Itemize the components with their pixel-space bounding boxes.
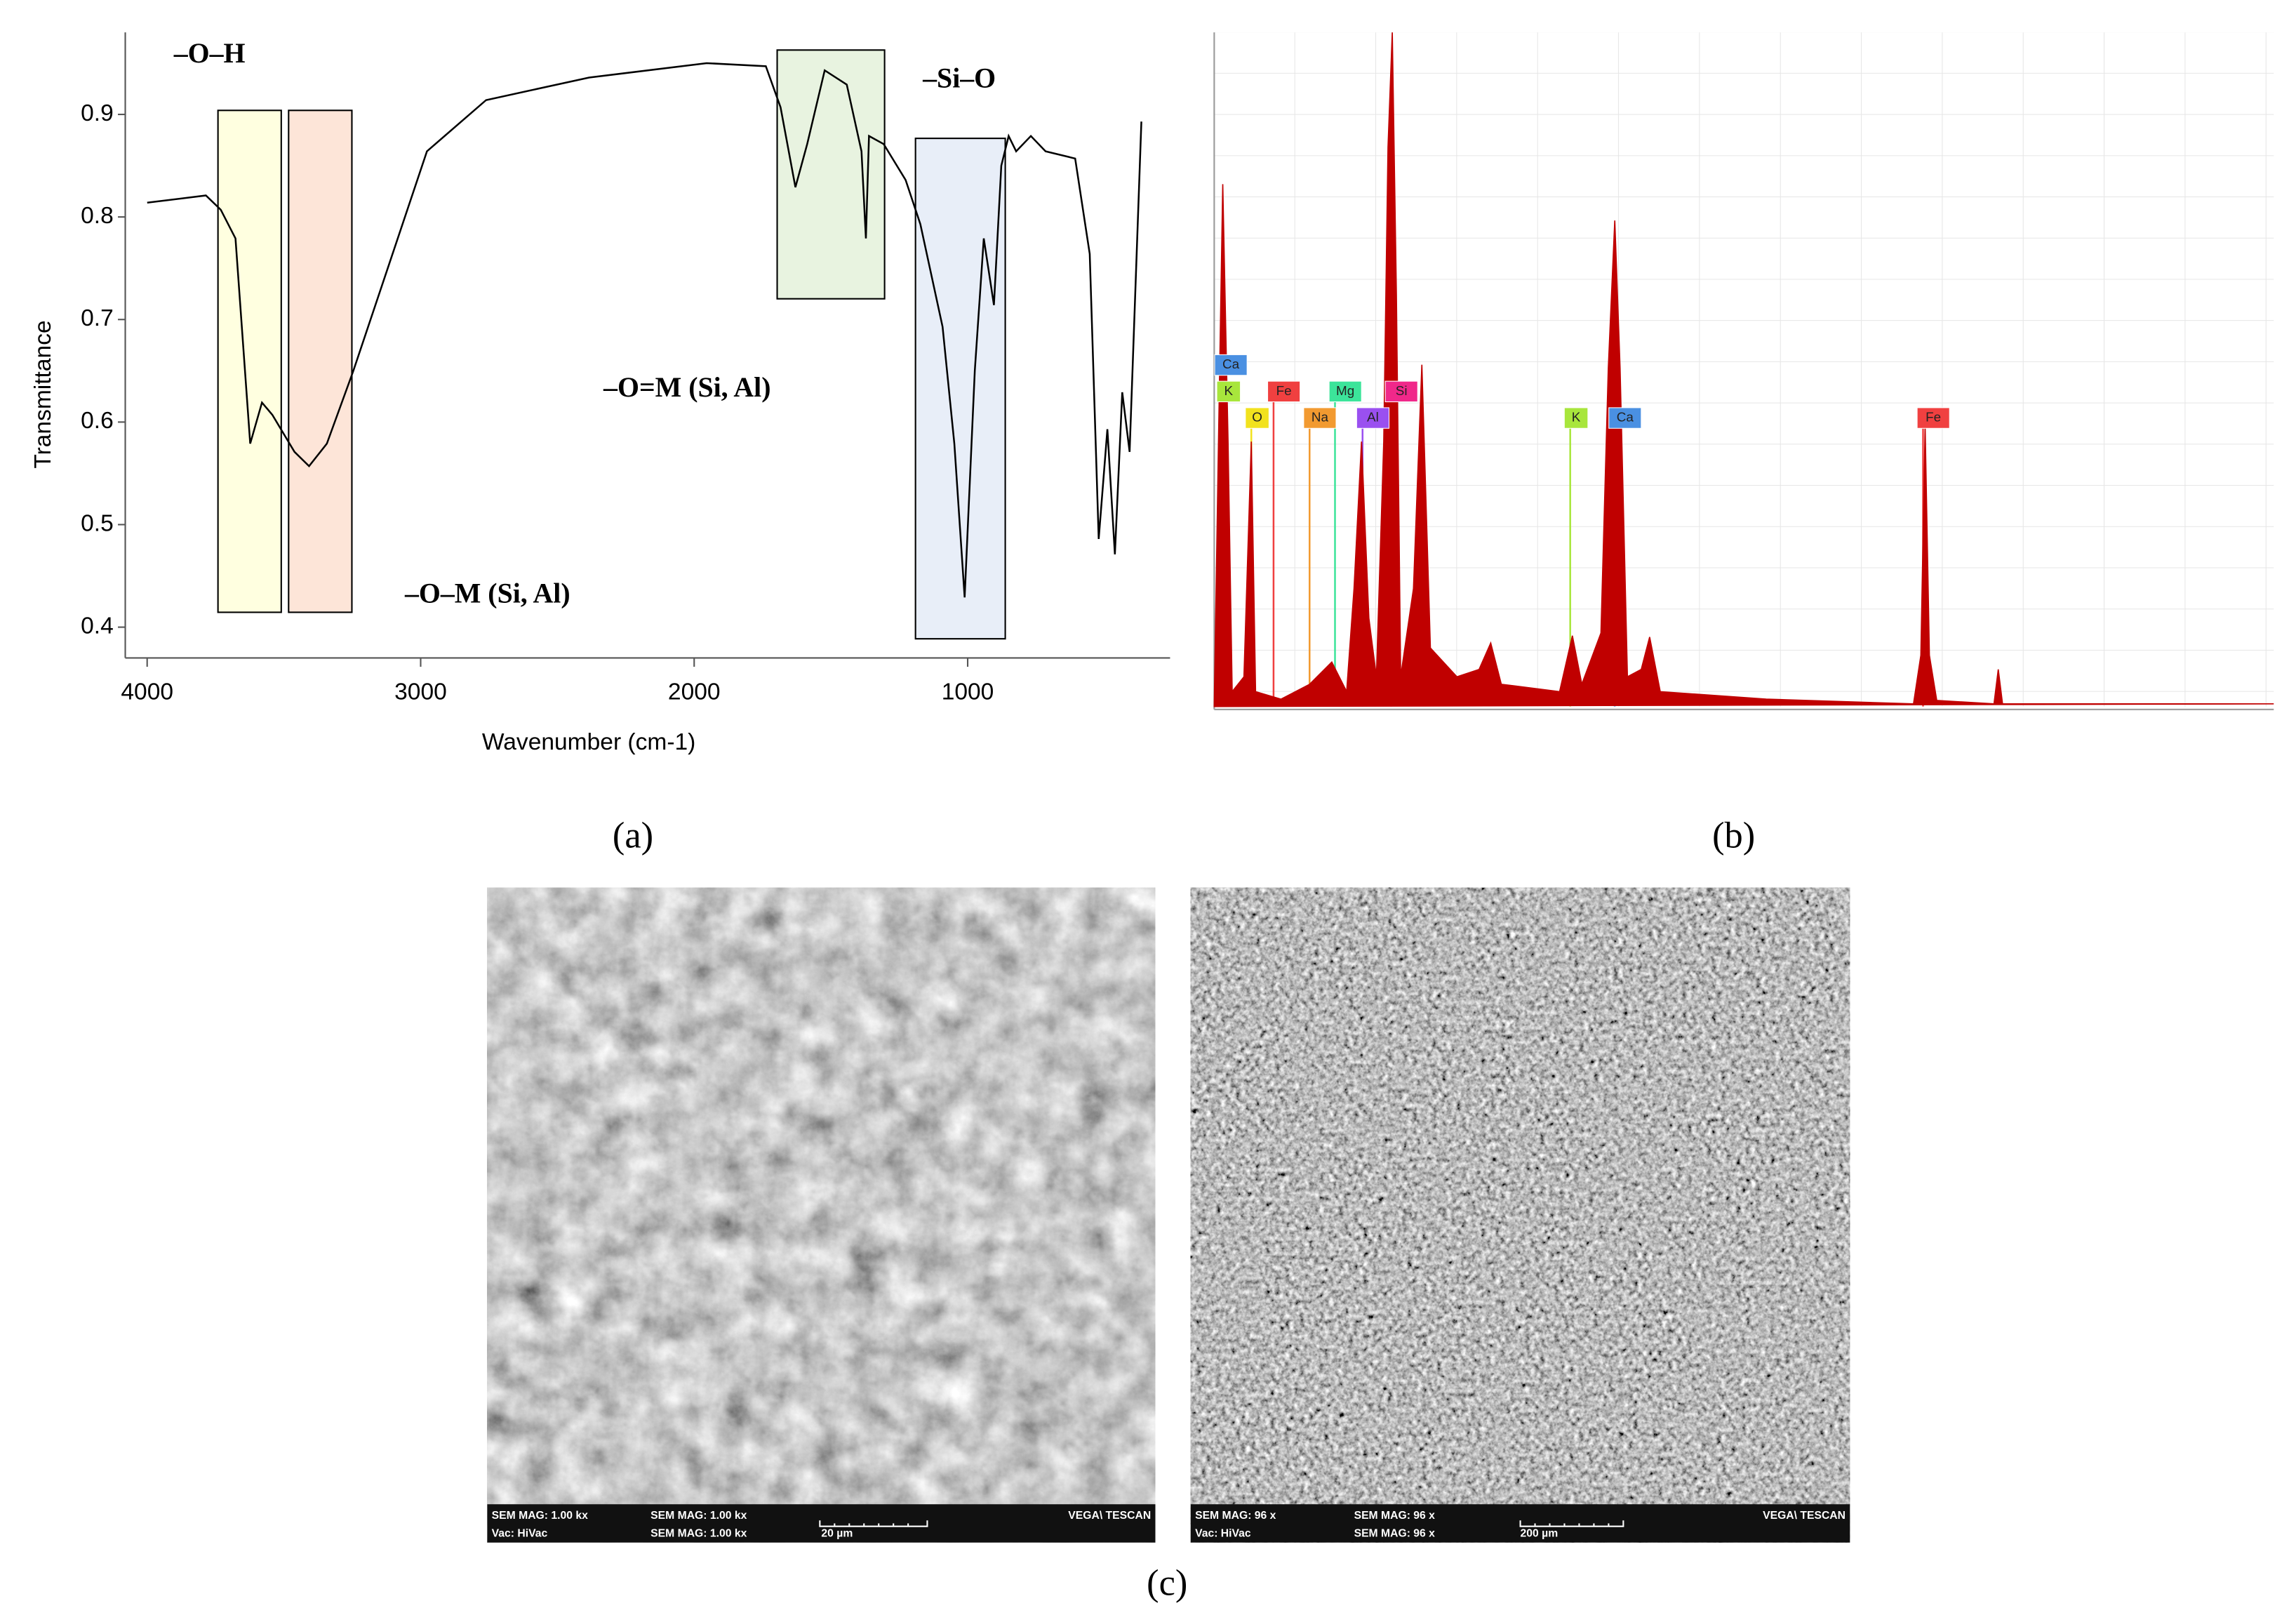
element-label: K [1572,410,1581,425]
x-tick-label: 4000 [121,679,173,705]
element-tag [1245,407,1269,429]
sem-info: SEM MAG: 96 x [1354,1510,1436,1522]
y-tick-label: 0.8 [81,203,114,229]
element-label: Na [1311,410,1329,425]
x-tick-label: 1000 [942,679,994,705]
element-tag [1384,380,1418,403]
element-label: Mg [1336,383,1354,398]
x-axis-label: Wavenumber (cm-1) [482,729,695,755]
sem-info: SEM MAG: 96 x [1354,1527,1436,1539]
oh-box [217,109,282,613]
element-label: Fe [1925,410,1941,425]
y-tick-label: 0.4 [81,613,114,639]
element-label: O [1252,410,1262,425]
element-tag [1608,407,1642,429]
scale-bar [819,1520,928,1527]
x-tick-label: 2000 [668,679,721,705]
eds-area [1213,32,2274,707]
sem-info: Vac: HiVac [492,1527,548,1539]
panel-label: (c) [1147,1563,1187,1604]
sem-info: SEM MAG: 1.00 kx [650,1527,747,1539]
sem-info: 200 µm [1521,1527,1559,1539]
element-tag [1563,407,1589,429]
element-label: Ca [1617,410,1634,425]
panel-label: (a) [613,815,653,856]
element-tag [1328,380,1362,403]
element-tag [1356,407,1390,429]
sem-info: SEM MAG: 1.00 kx [492,1510,588,1522]
annotation: –Si–O [922,62,996,93]
om-box [914,138,1006,640]
element-tag [1916,407,1950,429]
sem-info: 20 µm [821,1527,853,1539]
spectrum-line [147,62,1142,598]
annotation: –O–M (Si, Al) [404,577,570,609]
sio-box [776,49,886,300]
sem-info: VEGA\ TESCAN [1068,1510,1151,1522]
element-label: Si [1396,383,1408,398]
oh-box [288,109,353,613]
eds-grid [1214,32,2274,707]
sem-info: SEM MAG: 1.00 kx [650,1510,747,1522]
element-tag [1303,407,1337,429]
element-label: Ca [1222,357,1240,371]
sem-image [1190,887,1850,1543]
annotation: –O–H [173,37,246,69]
annotation: –O=M (Si, Al) [603,371,770,403]
y-tick-label: 0.9 [81,100,114,126]
sem-image [487,887,1156,1543]
sem-info: SEM MAG: 96 x [1195,1510,1276,1522]
sem-info-bar [487,1504,1156,1543]
element-label: Al [1367,410,1379,425]
sem-info: VEGA\ TESCAN [1763,1510,1846,1522]
y-axis-label: Transmittance [30,320,56,468]
sem-info: Vac: HiVac [1195,1527,1251,1539]
y-tick-label: 0.7 [81,305,114,331]
element-tag [1267,380,1301,403]
element-label: K [1224,383,1234,398]
panel-label: (b) [1712,815,1755,856]
element-label: Fe [1276,383,1292,398]
element-tag [1216,380,1241,403]
y-tick-label: 0.5 [81,510,114,536]
scale-bar [1519,1520,1624,1527]
x-tick-label: 3000 [394,679,447,705]
y-tick-label: 0.6 [81,408,114,434]
element-tag [1214,354,1248,376]
